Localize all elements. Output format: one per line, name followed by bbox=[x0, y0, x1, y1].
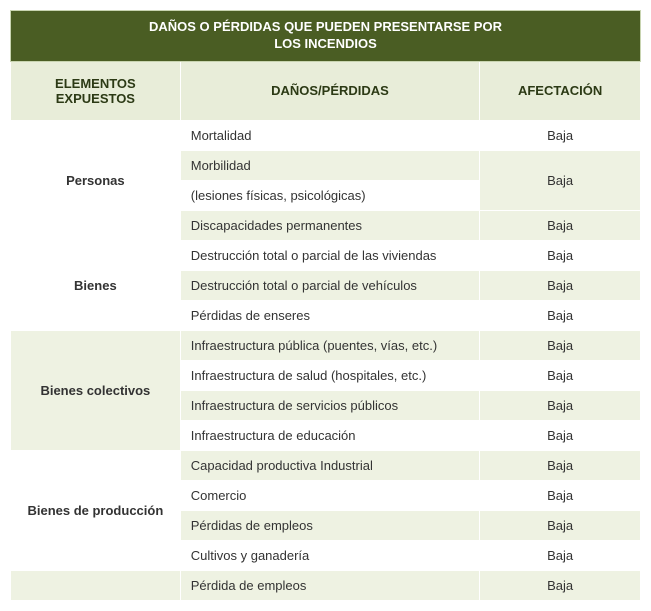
affect-cell: Baja bbox=[480, 150, 641, 210]
affect-cell: Baja bbox=[480, 330, 641, 360]
affect-cell: Baja bbox=[480, 480, 641, 510]
damage-cell: Capacidad productiva Industrial bbox=[180, 450, 479, 480]
damage-cell: Infraestructura de salud (hospitales, et… bbox=[180, 360, 479, 390]
affect-cell: Baja bbox=[480, 390, 641, 420]
table-row: Pérdida de empleosBaja bbox=[11, 570, 641, 600]
affect-cell: Baja bbox=[480, 270, 641, 300]
affect-cell: Baja bbox=[480, 210, 641, 240]
header-elements: ELEMENTOS EXPUESTOS bbox=[11, 61, 181, 120]
damage-cell: Comercio bbox=[180, 480, 479, 510]
affect-cell: Baja bbox=[480, 120, 641, 150]
damage-cell: Infraestructura de educación bbox=[180, 420, 479, 450]
category-cell: Bienes de producción bbox=[11, 450, 181, 570]
damage-cell: Destrucción total o parcial de las vivie… bbox=[180, 240, 479, 270]
affect-cell: Baja bbox=[480, 360, 641, 390]
category-cell: Personas bbox=[11, 120, 181, 240]
table-header-row: ELEMENTOS EXPUESTOS DAÑOS/PÉRDIDAS AFECT… bbox=[11, 61, 641, 120]
damage-cell: (lesiones físicas, psicológicas) bbox=[180, 180, 479, 210]
affect-cell: Baja bbox=[480, 450, 641, 480]
affect-cell: Baja bbox=[480, 300, 641, 330]
damage-cell: Cultivos y ganadería bbox=[180, 540, 479, 570]
category-cell bbox=[11, 570, 181, 600]
table-title: DAÑOS O PÉRDIDAS QUE PUEDEN PRESENTARSE … bbox=[11, 11, 641, 62]
header-affect: AFECTACIÓN bbox=[480, 61, 641, 120]
affect-cell: Baja bbox=[480, 510, 641, 540]
damage-cell: Mortalidad bbox=[180, 120, 479, 150]
table-row: BienesDestrucción total o parcial de las… bbox=[11, 240, 641, 270]
affect-cell: Baja bbox=[480, 540, 641, 570]
damage-cell: Infraestructura de servicios públicos bbox=[180, 390, 479, 420]
affect-cell: Baja bbox=[480, 570, 641, 600]
damages-table: DAÑOS O PÉRDIDAS QUE PUEDEN PRESENTARSE … bbox=[10, 10, 641, 601]
damage-cell: Destrucción total o parcial de vehículos bbox=[180, 270, 479, 300]
damage-cell: Pérdidas de enseres bbox=[180, 300, 479, 330]
header-damages: DAÑOS/PÉRDIDAS bbox=[180, 61, 479, 120]
damage-cell: Morbilidad bbox=[180, 150, 479, 180]
category-cell: Bienes colectivos bbox=[11, 330, 181, 450]
category-cell: Bienes bbox=[11, 240, 181, 330]
affect-cell: Baja bbox=[480, 420, 641, 450]
damage-cell: Discapacidades permanentes bbox=[180, 210, 479, 240]
table-row: PersonasMortalidadBaja bbox=[11, 120, 641, 150]
damage-cell: Pérdida de empleos bbox=[180, 570, 479, 600]
damage-cell: Pérdidas de empleos bbox=[180, 510, 479, 540]
table-row: Bienes de producciónCapacidad productiva… bbox=[11, 450, 641, 480]
table-title-row: DAÑOS O PÉRDIDAS QUE PUEDEN PRESENTARSE … bbox=[11, 11, 641, 62]
table-row: Bienes colectivosInfraestructura pública… bbox=[11, 330, 641, 360]
damage-cell: Infraestructura pública (puentes, vías, … bbox=[180, 330, 479, 360]
affect-cell: Baja bbox=[480, 240, 641, 270]
